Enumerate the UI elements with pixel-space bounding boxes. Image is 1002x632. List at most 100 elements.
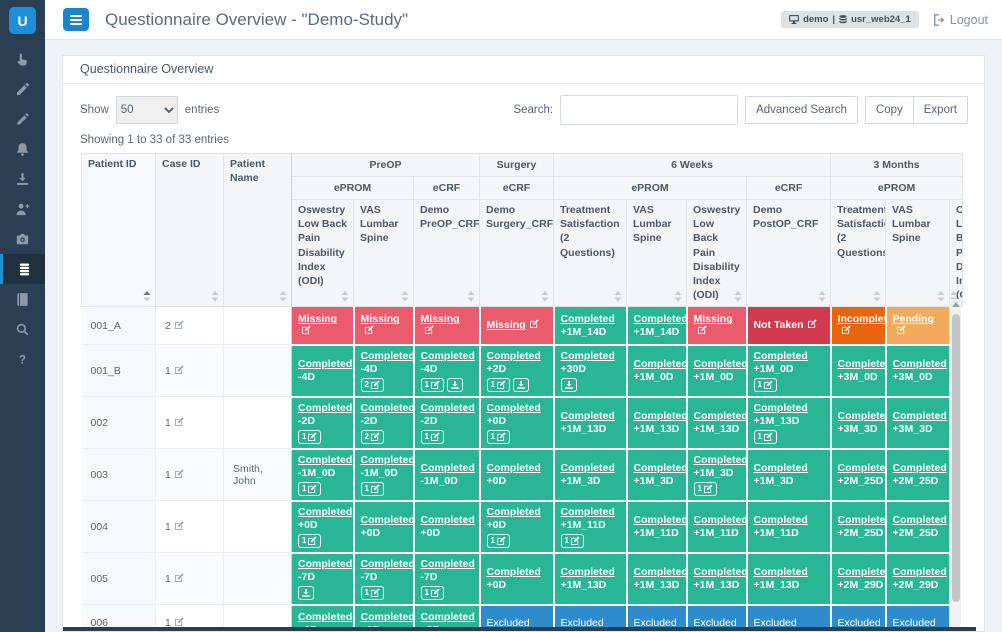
case-edit-icon[interactable] (175, 521, 184, 533)
status-link[interactable]: Completed+1M_13D (754, 402, 824, 427)
status-link[interactable]: Completed-1M_0D (421, 462, 475, 487)
edit-count-badge[interactable]: 1 (754, 378, 777, 392)
logout-button[interactable]: Logout (933, 13, 988, 27)
status-link[interactable]: Completed-4D (421, 350, 475, 375)
status-link[interactable]: Completed+0D (298, 506, 352, 531)
status-link[interactable]: Completed-2D (361, 402, 414, 427)
edit-count-badge[interactable]: 1 (487, 430, 510, 444)
questionnaire-column-header[interactable]: Treatment Satisfaction (2 Questions) (831, 200, 886, 307)
sidebar-item-camera[interactable] (0, 224, 45, 254)
edit-count-badge[interactable]: 1 (754, 430, 777, 444)
questionnaire-column-header[interactable]: Treatment Satisfaction (2 Questions) (554, 200, 627, 307)
status-link[interactable]: Completed+0D (487, 566, 547, 591)
edit-count-badge[interactable]: 1 (561, 534, 584, 548)
status-link[interactable]: Completed+0D (421, 514, 475, 539)
status-link[interactable]: Missing (487, 319, 539, 331)
edit-count-badge[interactable]: 1 (421, 430, 444, 444)
status-link[interactable]: Completed+1M_14D (561, 313, 620, 338)
status-link[interactable]: Completed-1M_0D (298, 454, 352, 479)
case-edit-icon[interactable] (175, 320, 184, 332)
questionnaire-column-header[interactable]: VAS Lumbar Spine (627, 200, 687, 307)
sidebar-item-question[interactable]: ? (0, 344, 45, 374)
edit-count-badge[interactable]: 1 (487, 378, 510, 392)
app-logo[interactable]: U (9, 7, 36, 34)
menu-toggle-button[interactable] (63, 8, 89, 31)
status-link[interactable]: Pending (893, 313, 934, 337)
case-edit-icon[interactable] (175, 365, 184, 377)
sidebar-item-pen[interactable] (0, 104, 45, 134)
edit-count-badge[interactable]: 1 (421, 586, 444, 600)
status-link[interactable]: Completed+0D (487, 462, 547, 487)
download-badge[interactable] (513, 378, 529, 392)
questionnaire-column-header[interactable]: Demo Surgery_CRF (480, 200, 554, 307)
status-link[interactable]: Completed+1M_3D (634, 462, 687, 487)
advanced-search-button[interactable]: Advanced Search (745, 96, 858, 124)
vertical-scrollbar[interactable] (949, 299, 961, 632)
status-link[interactable]: Completed+0D (487, 402, 547, 427)
sidebar-item-user-plus[interactable] (0, 194, 45, 224)
questionnaire-column-header[interactable]: Oswestry Low Back Pain Disability Index … (292, 200, 354, 307)
page-size-select[interactable]: 50 (116, 96, 178, 124)
status-link[interactable]: Completed+1M_0D (754, 350, 824, 375)
edit-count-badge[interactable]: 1 (298, 430, 321, 444)
edit-count-badge[interactable]: 1 (298, 482, 321, 496)
sidebar-item-hand-pointer[interactable] (0, 44, 45, 74)
status-link[interactable]: Completed+3M_0D (838, 358, 886, 383)
status-link[interactable]: Completed+1M_13D (561, 566, 620, 591)
case-edit-icon[interactable] (175, 417, 184, 429)
status-link[interactable]: Completed-2D (298, 402, 352, 427)
status-link[interactable]: Missing (421, 313, 460, 337)
status-link[interactable]: Completed+2D (487, 350, 547, 375)
status-link[interactable]: Completed+1M_11D (634, 514, 687, 539)
download-badge[interactable] (298, 586, 314, 600)
column-header-fixed[interactable]: Case ID (156, 154, 224, 307)
sidebar-item-book[interactable] (0, 284, 45, 314)
status-link[interactable]: Completed+2M_25D (838, 462, 886, 487)
status-link[interactable]: Completed+1M_3D (694, 454, 747, 479)
status-link[interactable]: Completed+2M_29D (893, 566, 947, 591)
status-link[interactable]: Missing (694, 313, 733, 337)
sidebar-item-search[interactable] (0, 314, 45, 344)
horizontal-scrollbar[interactable] (63, 627, 976, 631)
status-link[interactable]: Missing (298, 313, 337, 337)
status-link[interactable]: Completed+2M_25D (838, 514, 886, 539)
status-link[interactable]: Not Taken (754, 319, 817, 331)
status-link[interactable]: Completed-2D (421, 402, 475, 427)
status-link[interactable]: Completed+1M_13D (694, 566, 747, 591)
status-link[interactable]: Completed+1M_14D (634, 313, 687, 338)
status-link[interactable]: Completed+3M_3D (893, 410, 947, 435)
copy-button[interactable]: Copy (865, 96, 914, 124)
edit-count-badge[interactable]: 2 (361, 430, 384, 444)
edit-count-badge[interactable]: 1 (421, 378, 444, 392)
status-link[interactable]: Completed+3M_3D (838, 410, 886, 435)
download-badge[interactable] (447, 378, 463, 392)
status-link[interactable]: Completed+0D (487, 506, 547, 531)
questionnaire-column-header[interactable]: Demo PreOP_CRF (414, 200, 480, 307)
download-badge[interactable] (561, 378, 577, 392)
status-link[interactable]: Completed-7D (421, 558, 475, 583)
status-link[interactable]: Missing (361, 313, 400, 337)
status-link[interactable]: Completed+30D (561, 350, 620, 375)
status-link[interactable]: Completed+1M_11D (561, 506, 620, 531)
column-header-fixed[interactable]: Patient Name (224, 154, 292, 307)
edit-count-badge[interactable]: 1 (361, 482, 384, 496)
status-link[interactable]: Completed+1M_13D (694, 410, 747, 435)
status-link[interactable]: Completed+1M_11D (754, 514, 824, 539)
status-link[interactable]: Completed-7D (298, 558, 352, 583)
status-link[interactable]: Completed+0D (361, 514, 414, 539)
status-link[interactable]: Completed+1M_0D (634, 358, 687, 383)
questionnaire-column-header[interactable]: Oswestry Low Back Pain Disability Index … (950, 200, 963, 307)
status-link[interactable]: Completed+1M_13D (634, 410, 687, 435)
questionnaire-column-header[interactable]: Demo PostOP_CRF (747, 200, 831, 307)
status-link[interactable]: Completed+1M_13D (634, 566, 687, 591)
questionnaire-column-header[interactable]: VAS Lumbar Spine (354, 200, 414, 307)
status-link[interactable]: Completed+2M_25D (893, 462, 947, 487)
status-link[interactable]: Completed+1M_3D (561, 462, 620, 487)
scrollbar-up-arrow-icon[interactable] (952, 302, 960, 307)
status-link[interactable]: Completed+1M_3D (754, 462, 824, 487)
status-link[interactable]: Completed+1M_13D (561, 410, 620, 435)
status-link[interactable]: Completed+3M_0D (893, 358, 947, 383)
status-link[interactable]: Completed-7D (361, 558, 414, 583)
vertical-scrollbar-thumb[interactable] (952, 314, 960, 602)
questionnaire-column-header[interactable]: Oswestry Low Back Pain Disability Index … (687, 200, 747, 307)
